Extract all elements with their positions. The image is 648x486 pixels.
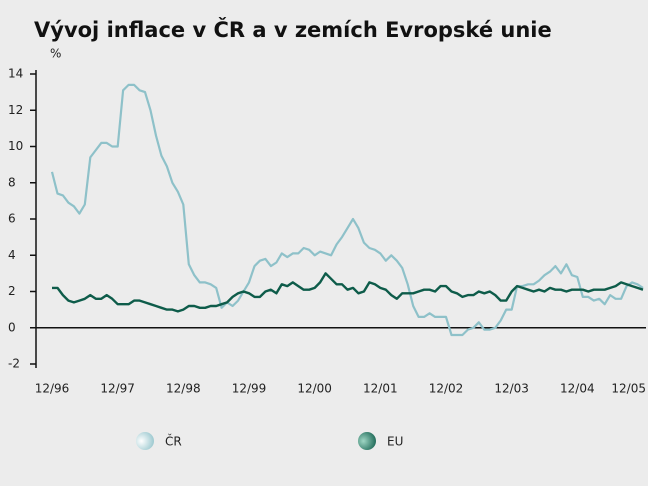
x-tick-label: 12/00	[297, 382, 332, 396]
series-line	[50, 83, 644, 337]
x-tick-label: 12/97	[100, 382, 135, 396]
x-tick-label: 12/01	[363, 382, 398, 396]
chart-title: Vývoj inflace v ČR a v zemích Evropské u…	[34, 17, 552, 42]
y-tick-label: -2	[8, 357, 20, 371]
x-tick-label: 12/03	[494, 382, 529, 396]
y-tick-label: 4	[8, 248, 16, 262]
x-tick-label: 12/98	[166, 382, 201, 396]
y-tick-label: 14	[8, 67, 23, 81]
legend-label: ČR	[165, 434, 182, 449]
y-tick-label: 12	[8, 103, 23, 117]
series-line	[52, 272, 644, 313]
y-tick-label: 8	[8, 175, 16, 189]
y-tick-label: 0	[8, 320, 16, 334]
x-tick-label: 12/96	[35, 382, 70, 396]
y-tick-label: 2	[8, 284, 16, 298]
x-tick-label: 12/99	[232, 382, 267, 396]
x-tick-label: 12/05	[611, 382, 646, 396]
legend-marker	[358, 432, 376, 450]
legend-label: EU	[387, 435, 403, 449]
legend-marker	[136, 432, 154, 450]
x-tick-label: 12/02	[429, 382, 464, 396]
y-tick-label: 10	[8, 139, 23, 153]
y-tick-label: 6	[8, 212, 16, 226]
x-tick-label: 12/04	[560, 382, 595, 396]
y-axis-label: %	[50, 47, 61, 61]
